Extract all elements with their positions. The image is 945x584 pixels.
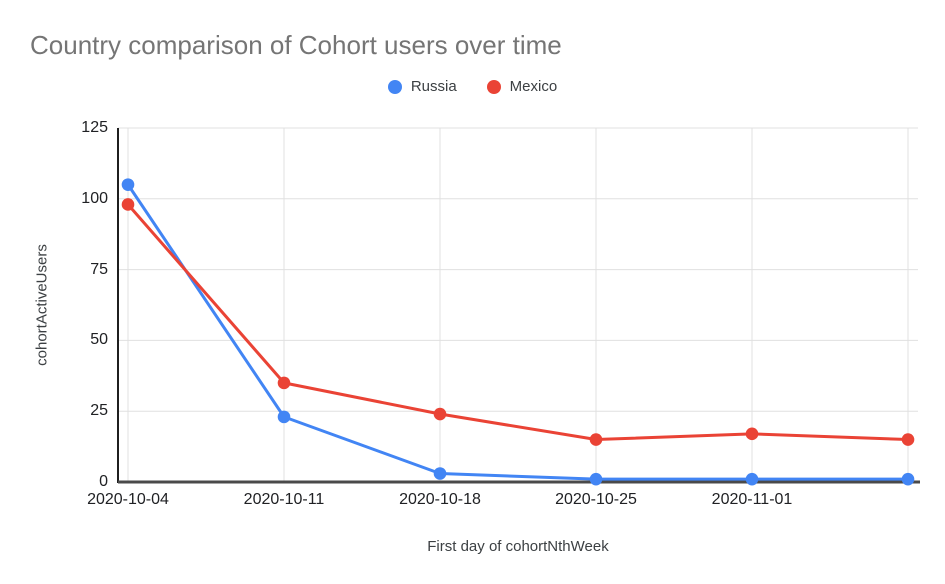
data-point-russia — [589, 472, 603, 486]
series-line-mexico — [126, 202, 910, 442]
y-tick-label: 50 — [90, 331, 108, 349]
legend-marker-mexico-icon — [486, 79, 501, 94]
legend-label-russia: Russia — [410, 78, 457, 95]
data-point-russia — [745, 472, 759, 486]
y-tick-label: 0 — [99, 473, 108, 490]
y-tick-label: 125 — [81, 119, 108, 136]
legend-item-mexico: Mexico — [486, 78, 558, 95]
series-line-russia — [126, 183, 910, 481]
chart-title: Country comparison of Cohort users over … — [30, 30, 562, 60]
y-tick-label: 100 — [81, 189, 108, 207]
y-tick-label: 75 — [90, 260, 108, 278]
legend-marker-russia-icon — [387, 79, 402, 94]
y-tick-label: 25 — [90, 402, 108, 420]
x-tick-label: 2020-10-04 — [87, 491, 169, 508]
x-tick-label: 2020-10-18 — [399, 491, 481, 508]
legend-item-russia: Russia — [387, 78, 457, 95]
data-point-mexico — [901, 433, 915, 446]
data-point-mexico — [121, 198, 135, 211]
data-point-mexico — [589, 433, 603, 446]
data-point-russia — [433, 467, 447, 480]
data-point-mexico — [433, 407, 447, 421]
data-point-mexico — [277, 376, 291, 390]
x-axis-title: First day of cohortNthWeek — [427, 538, 609, 555]
x-tick-label: 2020-11-01 — [711, 491, 793, 508]
x-tick-label: 2020-10-25 — [555, 491, 637, 508]
legend: Russia Mexico — [0, 78, 945, 95]
data-point-russia — [901, 472, 915, 486]
data-point-russia — [277, 410, 291, 424]
legend-label-mexico: Mexico — [509, 78, 558, 95]
data-point-mexico — [745, 427, 759, 441]
data-point-russia — [121, 178, 135, 191]
x-tick-label: 2020-10-11 — [243, 491, 325, 508]
